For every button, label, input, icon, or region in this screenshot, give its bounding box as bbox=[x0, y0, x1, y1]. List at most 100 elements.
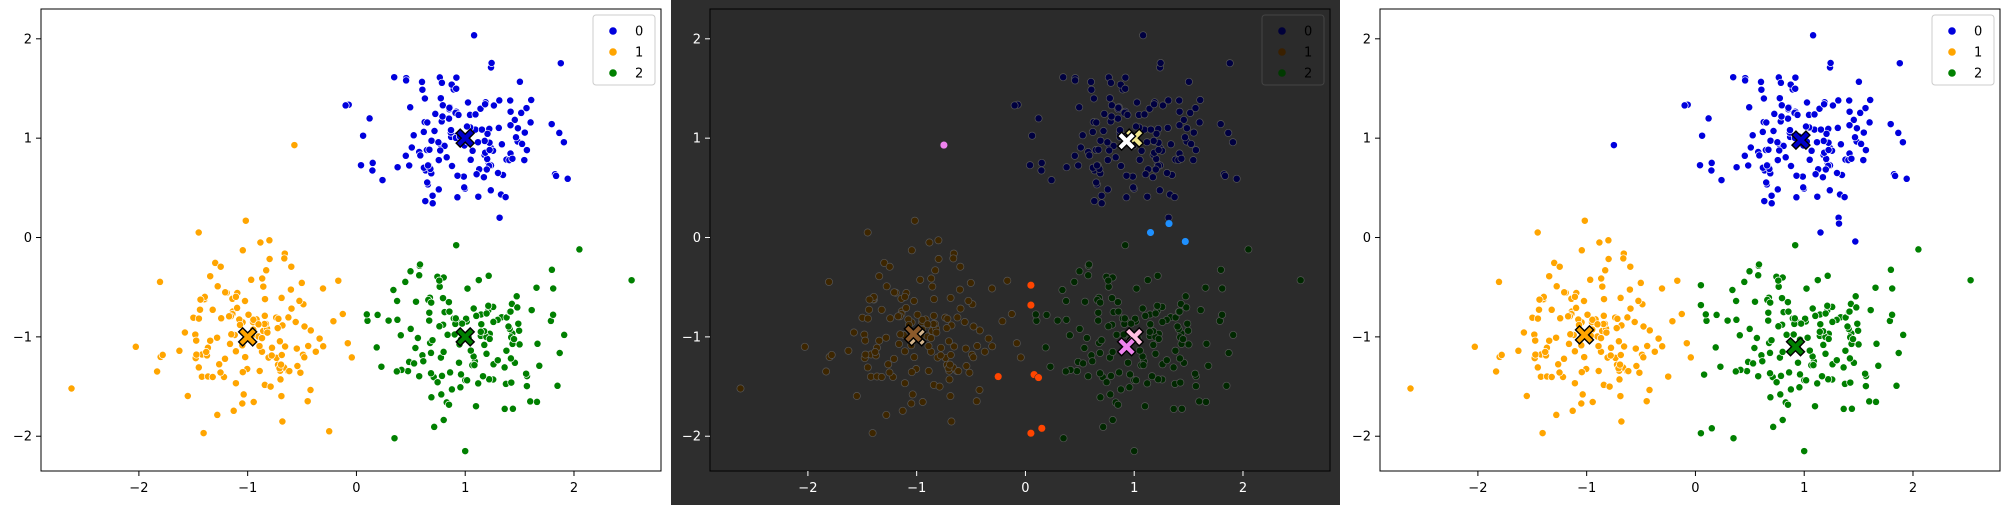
series-1-point bbox=[736, 384, 745, 393]
series-0-point bbox=[1847, 154, 1856, 163]
series-0-point bbox=[1088, 127, 1097, 136]
series-1-point bbox=[1538, 429, 1547, 438]
highlight-point bbox=[1026, 429, 1035, 438]
series-1-point bbox=[315, 334, 324, 343]
series-0-point bbox=[1187, 139, 1196, 148]
series-2-point bbox=[463, 376, 472, 385]
series-1-point bbox=[1552, 282, 1561, 291]
series-0-point bbox=[1062, 163, 1071, 172]
series-2-point bbox=[549, 284, 558, 293]
series-0-point bbox=[1845, 121, 1854, 130]
series-1-point bbox=[281, 342, 290, 351]
series-0-point bbox=[1865, 118, 1874, 127]
series-2-point bbox=[1079, 359, 1088, 368]
series-0-point bbox=[1117, 162, 1125, 170]
series-2-point bbox=[1145, 327, 1154, 336]
series-1-point bbox=[1007, 310, 1016, 318]
series-0-point bbox=[357, 161, 365, 170]
series-1-point bbox=[961, 344, 970, 353]
legend-box bbox=[592, 14, 656, 86]
series-0-point bbox=[1773, 156, 1782, 165]
centroid-marker bbox=[1785, 336, 1806, 357]
x-tick-label: 0 bbox=[1021, 481, 1029, 496]
centroid-marker bbox=[237, 326, 258, 347]
y-tick-label: 2 bbox=[693, 32, 701, 47]
series-2-point bbox=[384, 316, 393, 325]
scatter-panel-original: −2 −1 0 1 2 −2 −1 0 1 2 0 1 2 bbox=[13, 8, 662, 496]
series-0-point bbox=[1175, 96, 1184, 105]
series-2-point bbox=[451, 314, 460, 323]
series-0-point bbox=[1845, 107, 1854, 116]
series-2-point bbox=[522, 382, 531, 391]
series-2-point bbox=[1065, 331, 1074, 340]
series-1-point bbox=[249, 398, 258, 406]
series-1-point bbox=[156, 277, 164, 286]
series-2-point bbox=[506, 307, 515, 316]
series-2-point bbox=[532, 283, 541, 292]
series-0-point bbox=[1094, 145, 1103, 154]
series-2-point bbox=[377, 362, 386, 371]
series-0-point bbox=[434, 185, 443, 194]
series-1-point bbox=[1533, 363, 1542, 372]
series-0-point bbox=[1132, 122, 1140, 131]
series-0-point bbox=[1777, 112, 1786, 121]
series-0-point bbox=[1089, 94, 1098, 103]
series-1-point bbox=[1519, 328, 1528, 337]
series-2-point bbox=[1115, 368, 1124, 377]
series-1-point bbox=[300, 353, 309, 362]
series-1-point bbox=[1606, 351, 1615, 360]
series-0-point bbox=[1074, 161, 1083, 170]
series-0-point bbox=[1816, 125, 1825, 134]
series-2-point bbox=[445, 400, 453, 409]
y-tick-label: −2 bbox=[13, 430, 32, 445]
series-2-point bbox=[480, 340, 489, 349]
series-2-point bbox=[515, 340, 524, 349]
series-0-point bbox=[359, 131, 368, 140]
series-0-point bbox=[487, 59, 496, 67]
series-1-point bbox=[1568, 406, 1577, 415]
series-1-point bbox=[908, 390, 917, 399]
series-1-point bbox=[956, 304, 965, 313]
series-0-point bbox=[1805, 155, 1814, 164]
series-2-point bbox=[1169, 363, 1178, 372]
series-1-point bbox=[1583, 310, 1592, 319]
series-0-point bbox=[1146, 125, 1155, 134]
series-0-point bbox=[1122, 193, 1131, 202]
plot-area bbox=[41, 9, 661, 471]
series-1-point bbox=[1624, 367, 1633, 376]
series-0-point bbox=[512, 133, 520, 142]
series-2-point bbox=[439, 294, 447, 303]
series-2-point bbox=[1811, 402, 1819, 411]
series-1-point bbox=[280, 254, 289, 263]
series-0-point bbox=[1746, 143, 1755, 152]
series-1-point bbox=[1577, 368, 1586, 377]
series-0-point bbox=[1037, 166, 1046, 175]
series-1-point bbox=[934, 236, 943, 245]
series-0-point bbox=[1155, 186, 1164, 195]
series-2-point bbox=[1184, 326, 1193, 335]
series-2-point bbox=[1784, 400, 1792, 409]
highlight-point bbox=[939, 141, 948, 150]
series-1-point bbox=[1616, 351, 1625, 359]
x-tick-label: −2 bbox=[798, 481, 817, 496]
series-2-point bbox=[522, 369, 531, 378]
series-2-point bbox=[1130, 447, 1139, 456]
series-1-point bbox=[258, 334, 266, 343]
series-2-point bbox=[1824, 334, 1833, 343]
series-0-point bbox=[1811, 170, 1820, 179]
series-0-point bbox=[1158, 101, 1167, 110]
series-0-point bbox=[526, 118, 535, 127]
series-2-point bbox=[1041, 343, 1050, 352]
series-2-point bbox=[390, 434, 399, 443]
legend-box bbox=[1261, 14, 1325, 86]
series-2-point bbox=[1758, 357, 1767, 366]
series-1-point bbox=[1594, 367, 1603, 375]
series-1-point bbox=[937, 343, 945, 352]
series-0-point bbox=[453, 171, 462, 180]
series-0-point bbox=[1745, 103, 1754, 112]
series-2-point bbox=[533, 339, 542, 348]
series-1-point bbox=[265, 236, 274, 245]
series-1-point bbox=[1677, 310, 1686, 318]
series-1-point bbox=[1600, 295, 1608, 304]
series-2-point bbox=[1141, 311, 1150, 320]
